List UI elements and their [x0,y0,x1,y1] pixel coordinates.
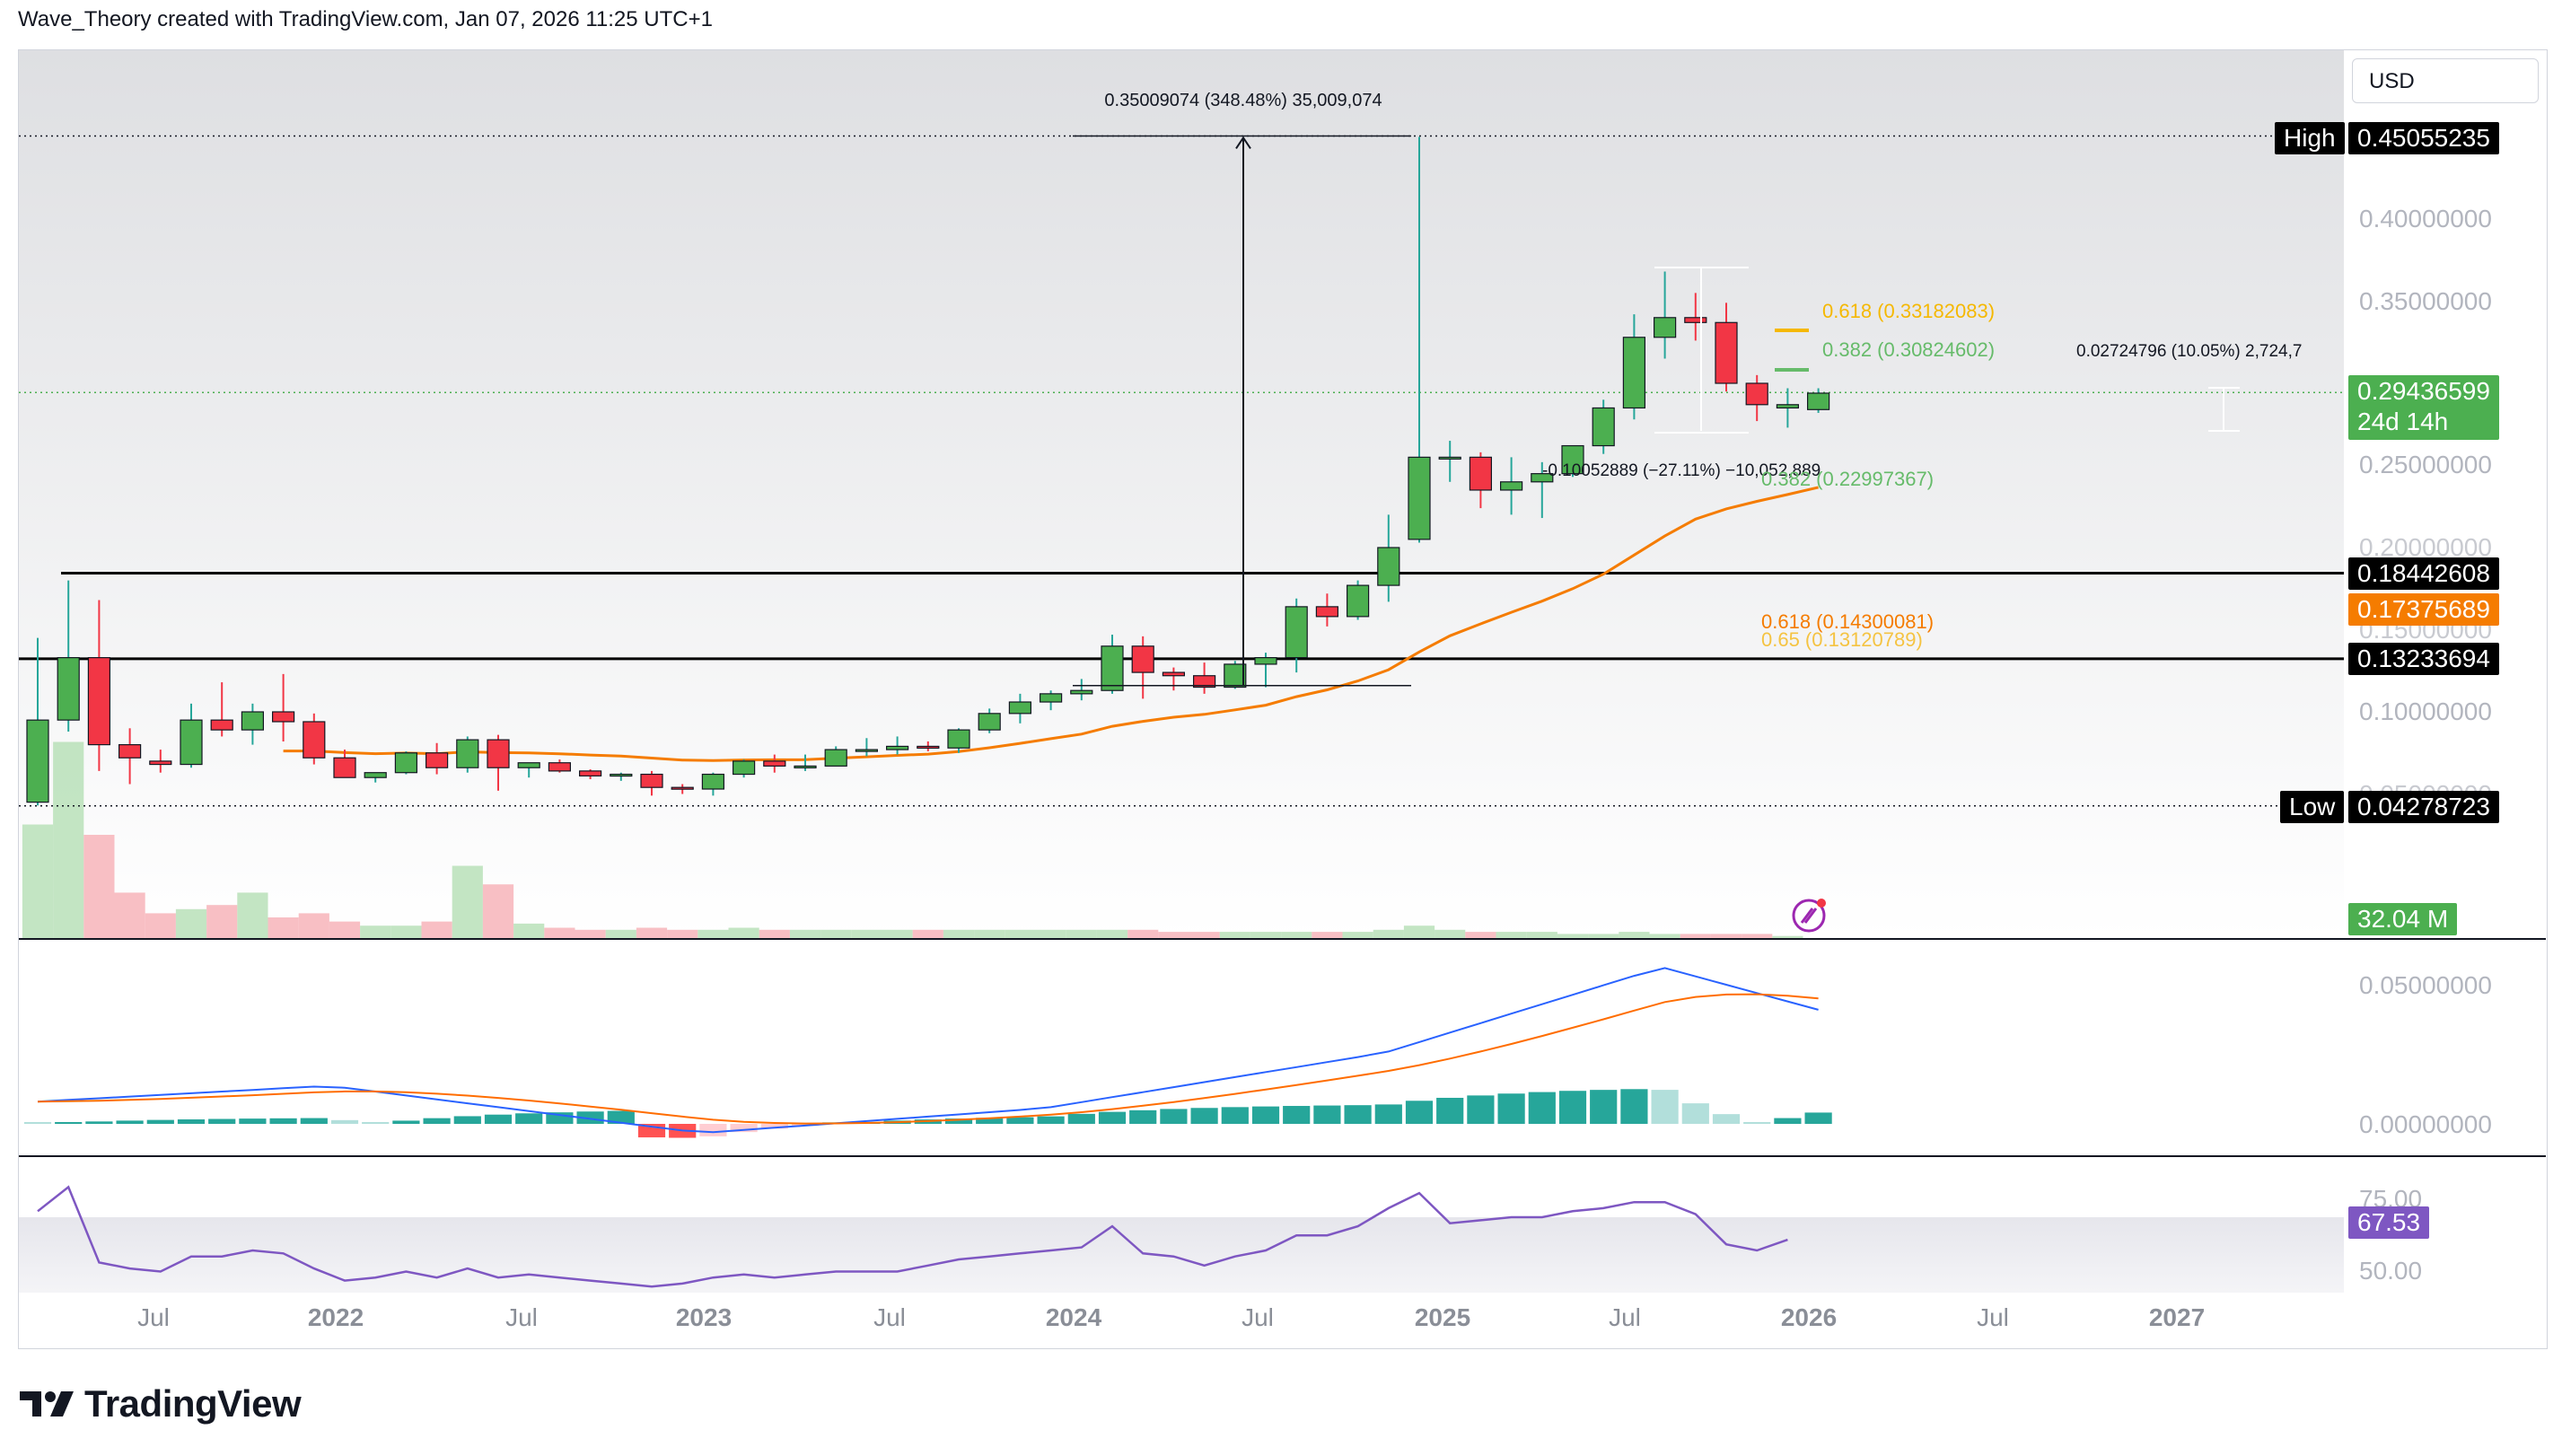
rsi-value-tag: 67.53 [2348,1206,2430,1239]
time-axis-label: Jul [1977,1303,2009,1331]
low-tag-value: 0.04278723 [2348,791,2499,823]
price-axis-tick: 0.40000000 [2359,205,2492,232]
current-price-value: 0.29436599 [2357,377,2490,405]
high-tag-value: 0.45055235 [2348,122,2499,154]
tradingview-brand: TradingView [84,1382,302,1425]
chart-attribution: Wave_Theory created with TradingView.com… [18,7,713,31]
tradingview-logo[interactable]: TradingView [18,1382,302,1425]
tradingview-logo-icon [20,1391,74,1417]
symbol-legend: TRON / US Dollar · 1M · Binance O0.28453… [34,63,1072,87]
high-label: H [474,63,490,86]
rsi-axis-tick: 50.00 [2359,1257,2423,1285]
time-axis-label: 2027 [2148,1303,2206,1331]
low-value: 0.28237861 [616,63,725,86]
volume-value-tag: 32.04 M [2348,903,2458,935]
time-axis-label: Jul [873,1303,906,1331]
current-price-tag: 0.29436599 24d 14h [2348,375,2499,440]
time-axis-label: 2024 [1045,1303,1102,1331]
macd-axis-tick: 0.00000000 [2359,1110,2492,1138]
price-axis-tick: 0.25000000 [2359,451,2492,478]
close-label: C [731,63,746,86]
price-axis-tick: 0.10000000 [2359,697,2492,725]
support-level-tag: 0.13233694 [2348,643,2499,675]
time-axis-label: 2026 [1780,1303,1838,1331]
high-value: 0.29733475 [489,63,600,86]
time-axis-label: 2022 [307,1303,364,1331]
time-axis-label: 2023 [675,1303,733,1331]
macd-axis-tick: 0.05000000 [2359,971,2492,999]
price-axis-tick: 0.20000000 [2359,533,2492,561]
currency-selector[interactable]: USD [2352,58,2539,103]
open-value: 0.28453438 [359,63,469,86]
ema-value-tag: 0.17375689 [2348,593,2499,626]
time-axis-label: Jul [1609,1303,1641,1331]
change-value: +0.00983320 (+3.46%) [860,63,1072,86]
bar-countdown: 24d 14h [2357,408,2449,435]
low-tag-label: Low [2280,791,2345,823]
close-value: 0.29436599 [745,63,855,86]
chart-frame[interactable] [18,49,2548,1349]
open-label: O [344,63,360,86]
high-tag-label: High [2275,122,2345,154]
resistance-level-tag: 0.18442608 [2348,557,2499,590]
time-axis-label: Jul [1242,1303,1274,1331]
time-axis-label: Jul [505,1303,538,1331]
time-axis-label: Jul [137,1303,170,1331]
price-axis-tick: 0.35000000 [2359,287,2492,315]
low-label: L [604,63,617,86]
symbol-name[interactable]: TRON / US Dollar · 1M · Binance [34,63,338,86]
time-axis-label: 2025 [1414,1303,1471,1331]
